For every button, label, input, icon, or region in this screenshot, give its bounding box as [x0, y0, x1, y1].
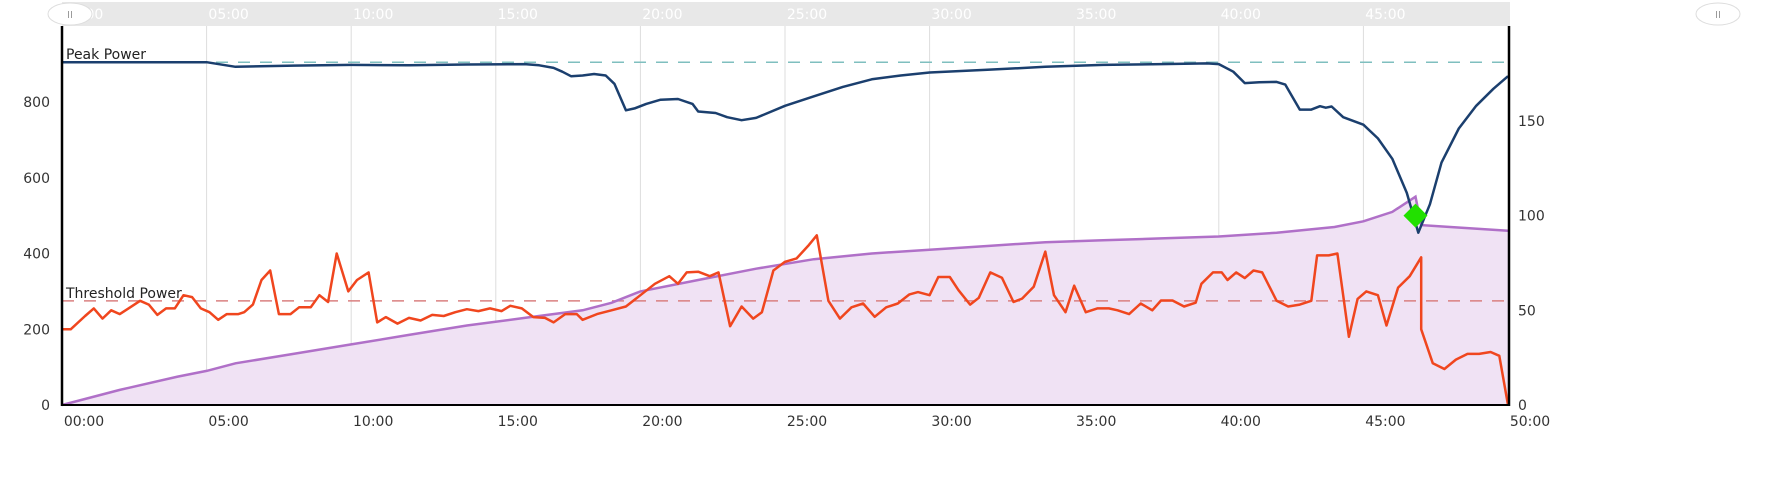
right-tick-label: 0 — [1518, 398, 1527, 414]
navigator-left-handle[interactable]: II — [47, 2, 93, 26]
right-tick-label: 50 — [1518, 303, 1536, 319]
navigator-tick-label: 15:00 — [498, 7, 538, 23]
navigator-bar[interactable]: :0005:0010:0015:0020:0025:0030:0035:0040… — [47, 2, 1741, 26]
navigator-tick-label: 05:00 — [208, 7, 248, 23]
right-tick-label: 100 — [1518, 209, 1545, 225]
x-tick-label: 00:00 — [64, 414, 104, 430]
left-tick-label: 600 — [23, 171, 50, 187]
left-axis-ticks: 0 200 400 600 800 — [23, 95, 50, 414]
navigator-tick-label: 20:00 — [642, 7, 682, 23]
navigator-tick-label: 10:00 — [353, 7, 393, 23]
left-tick-label: 800 — [23, 95, 50, 111]
left-tick-label: 0 — [41, 398, 50, 414]
x-tick-label: 05:00 — [208, 414, 248, 430]
handle-grip-icon: II — [67, 10, 73, 21]
x-tick-label: 30:00 — [931, 414, 971, 430]
cumulative-load-line — [61, 194, 1509, 407]
x-tick-label: 20:00 — [642, 414, 682, 430]
highlight-marker[interactable] — [1403, 203, 1428, 228]
navigator-tick-label: 35:00 — [1076, 7, 1116, 23]
right-axis-ticks: 0 50 100 150 — [1518, 114, 1545, 414]
peak-power-label: Peak Power — [66, 47, 146, 63]
handle-grip-icon: II — [1715, 10, 1721, 21]
x-tick-label: 50:00 — [1510, 414, 1550, 430]
left-tick-label: 200 — [23, 322, 50, 338]
left-tick-label: 400 — [23, 247, 50, 263]
right-tick-label: 150 — [1518, 114, 1545, 130]
navigator-ticks: :0005:0010:0015:0020:0025:0030:0035:0040… — [81, 7, 1406, 23]
navigator-background — [62, 2, 1510, 26]
cumulative-load-area — [62, 196, 1508, 405]
navigator-tick-label: 25:00 — [787, 7, 827, 23]
threshold-power-label: Threshold Power — [65, 286, 182, 302]
peak-power-curve — [62, 60, 1509, 234]
x-axis-ticks: 00:00 05:00 10:00 15:00 20:00 25:00 30:00 35:00… — [64, 414, 1550, 430]
navigator-right-handle[interactable]: II — [1695, 2, 1741, 26]
x-tick-label: 45:00 — [1365, 414, 1405, 430]
x-tick-label: 25:00 — [787, 414, 827, 430]
navigator-tick-label: 40:00 — [1221, 7, 1261, 23]
navigator-tick-label: 45:00 — [1365, 7, 1405, 23]
x-tick-label: 35:00 — [1076, 414, 1116, 430]
power-series-line — [62, 234, 1510, 406]
x-tick-label: 40:00 — [1221, 414, 1261, 430]
navigator-tick-label: 30:00 — [931, 7, 971, 23]
x-tick-label: 10:00 — [353, 414, 393, 430]
x-tick-label: 15:00 — [498, 414, 538, 430]
